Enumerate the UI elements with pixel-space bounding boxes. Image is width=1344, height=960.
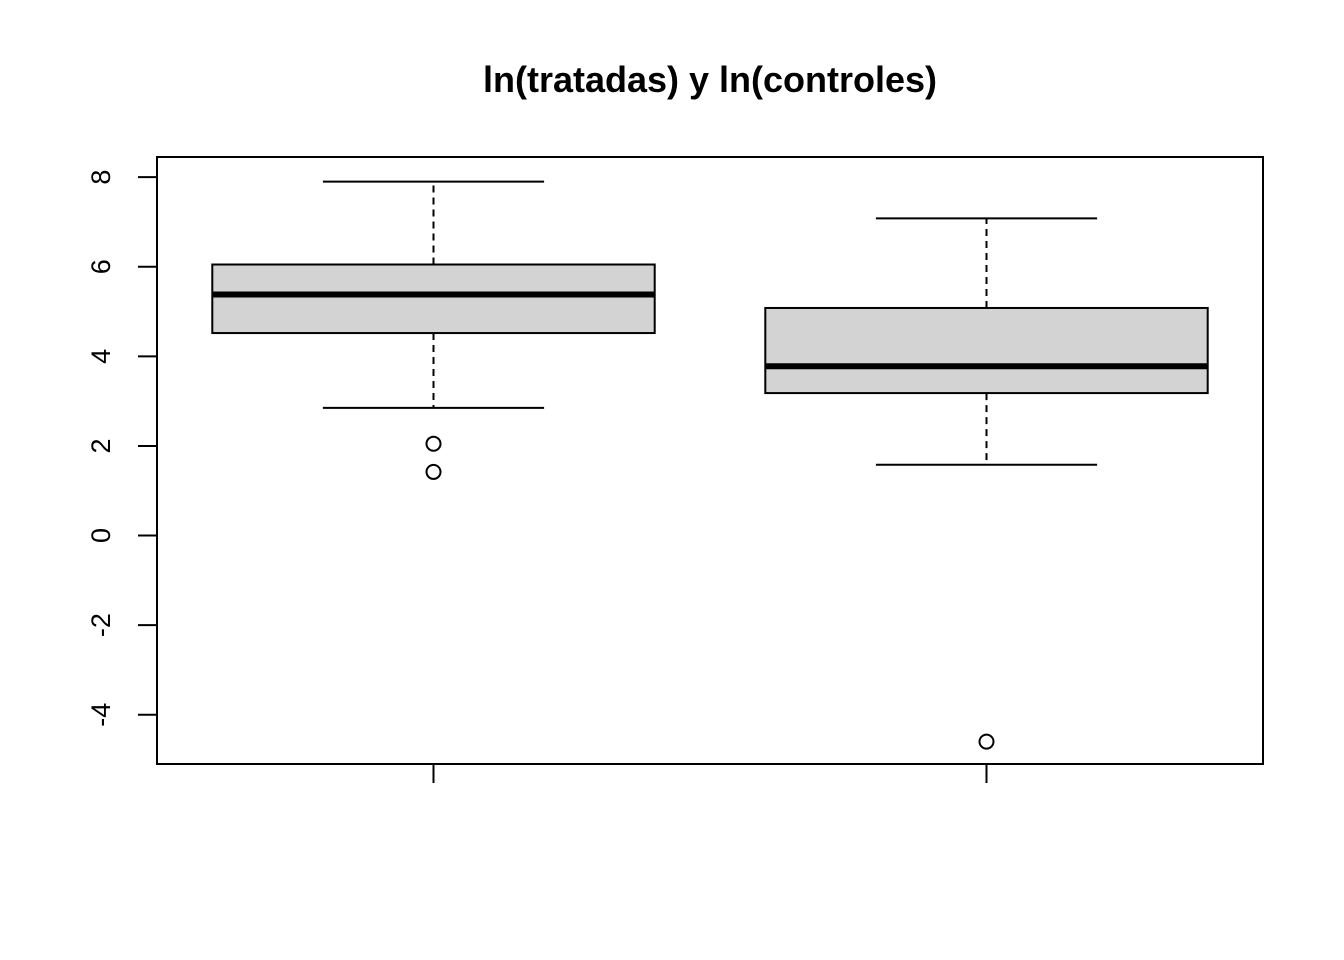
y-tick-label: 6 xyxy=(86,259,116,274)
chart-title: ln(tratadas) y ln(controles) xyxy=(483,59,937,100)
y-tick-label: 4 xyxy=(86,349,116,364)
x-axis xyxy=(432,763,988,783)
y-tick-label: 0 xyxy=(86,528,116,543)
outlier-point xyxy=(978,733,995,750)
outlier-point xyxy=(425,463,442,480)
y-axis: -4 -2 0 2 4 6 8 xyxy=(86,170,158,727)
iqr-box xyxy=(211,263,656,335)
box-group xyxy=(764,217,1209,750)
outlier-point xyxy=(425,435,442,452)
y-tick-label: -2 xyxy=(86,613,116,637)
plot-frame xyxy=(156,156,1264,765)
y-tick-label: 8 xyxy=(86,170,116,185)
iqr-box xyxy=(764,306,1209,395)
y-tick-label: 2 xyxy=(86,438,116,453)
box-group xyxy=(211,180,656,480)
box-series xyxy=(211,180,1209,750)
y-tick-label: -4 xyxy=(86,703,116,727)
